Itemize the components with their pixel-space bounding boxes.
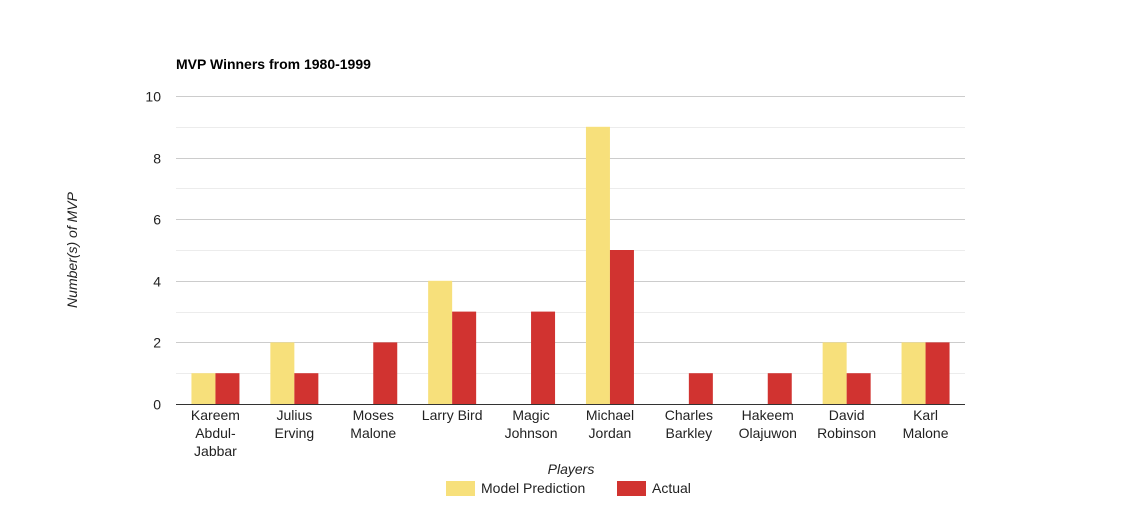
y-tick-label: 6 (153, 212, 161, 228)
x-tick-label: Magic Johnson (505, 407, 558, 441)
bar-model-prediction (191, 373, 216, 404)
bar-actual (767, 373, 792, 404)
bar-actual (215, 373, 240, 404)
legend-label: Actual (652, 480, 691, 496)
x-tick-label: Moses Malone (350, 407, 396, 441)
x-axis-label: Players (548, 461, 595, 477)
bars (191, 126, 950, 405)
gridlines (176, 96, 965, 374)
x-tick-label: Hakeem Olajuwon (739, 407, 797, 441)
bar-model-prediction (901, 342, 926, 404)
y-tick-label: 8 (153, 151, 161, 167)
bar-model-prediction (822, 342, 847, 404)
x-tick-label: Charles Barkley (665, 407, 713, 441)
chart-title: MVP Winners from 1980-1999 (176, 56, 371, 72)
x-tick-labels: Kareem Abdul-Jabbar Julius Erving Moses Malon… (191, 407, 949, 459)
x-tick-label: Larry Bird (422, 407, 483, 423)
legend: Model Prediction Actual (446, 480, 691, 496)
bar-actual (846, 373, 871, 404)
x-tick-label: Michael Jordan (586, 407, 634, 441)
y-tick-label: 4 (153, 274, 161, 290)
bar-model-prediction (270, 342, 295, 404)
y-tick-label: 0 (153, 397, 161, 413)
y-tick-label: 10 (145, 89, 161, 105)
x-tick-label: Julius Erving (275, 407, 315, 441)
y-tick-labels: 0 2 4 6 8 10 (145, 89, 161, 413)
y-tick-label: 2 (153, 335, 161, 351)
x-tick-label: David Robinson (817, 407, 876, 441)
bar-actual (925, 342, 950, 404)
bar-actual (452, 311, 477, 404)
legend-swatch (617, 481, 646, 496)
bar-model-prediction (428, 280, 453, 404)
legend-label: Model Prediction (481, 480, 585, 496)
y-axis-label: Number(s) of MVP (64, 191, 80, 308)
bar-model-prediction (585, 126, 610, 405)
bar-actual (609, 250, 634, 404)
bar-actual (294, 373, 319, 404)
bar-actual (531, 311, 556, 404)
x-tick-label: Karl Malone (903, 407, 949, 441)
legend-swatch (446, 481, 475, 496)
bar-actual (373, 342, 398, 404)
x-tick-label: Kareem Abdul-Jabbar (191, 407, 240, 459)
bar-actual (688, 373, 713, 404)
